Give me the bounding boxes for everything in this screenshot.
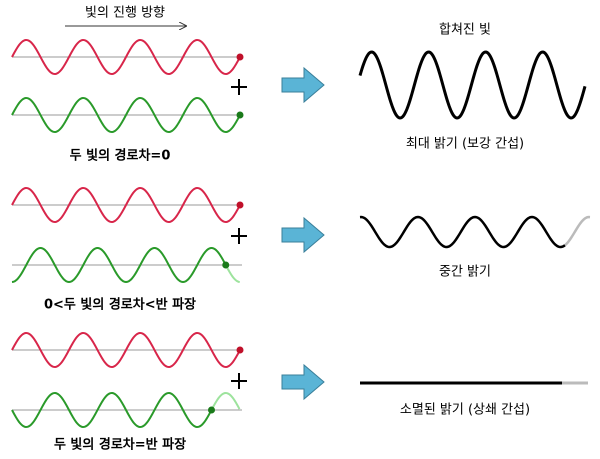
red-wave [11, 187, 241, 223]
red-dot [236, 53, 244, 61]
combined-wave [359, 215, 566, 249]
arrow [281, 66, 325, 104]
combined-wave-ext [564, 215, 591, 247]
condition-label: 0<두 빛의 경로차<반 파장 [44, 297, 196, 313]
red-dot [236, 201, 244, 209]
green-wave [11, 97, 241, 133]
direction-label: 빛의 진행 방향 [85, 5, 165, 21]
condition-label: 두 빛의 경로차=반 파장 [54, 437, 186, 453]
plus [231, 228, 247, 244]
arrow [281, 216, 325, 254]
arrow [281, 363, 325, 401]
red-dot [236, 346, 244, 354]
result-label: 소멸된 밝기 (상쇄 간섭) [400, 403, 530, 418]
green-wave [11, 247, 226, 284]
waves [11, 39, 591, 428]
green-wave-ext [224, 264, 240, 283]
green-dot [208, 406, 215, 414]
red-wave [11, 332, 241, 368]
plus [231, 79, 247, 95]
green-wave [11, 392, 212, 428]
condition-label: 두 빛의 경로차=0 [70, 148, 171, 164]
combined-wave [358, 50, 587, 120]
result-label: 중간 밝기 [439, 265, 491, 280]
combined-label: 합쳐진 빛 [439, 23, 491, 38]
result-label: 최대 밝기 (보강 간섭) [406, 137, 524, 152]
green-dot [236, 111, 244, 119]
red-wave [11, 39, 241, 75]
green-wave-ext [210, 392, 241, 411]
plus [231, 373, 247, 389]
green-dot [222, 261, 230, 269]
